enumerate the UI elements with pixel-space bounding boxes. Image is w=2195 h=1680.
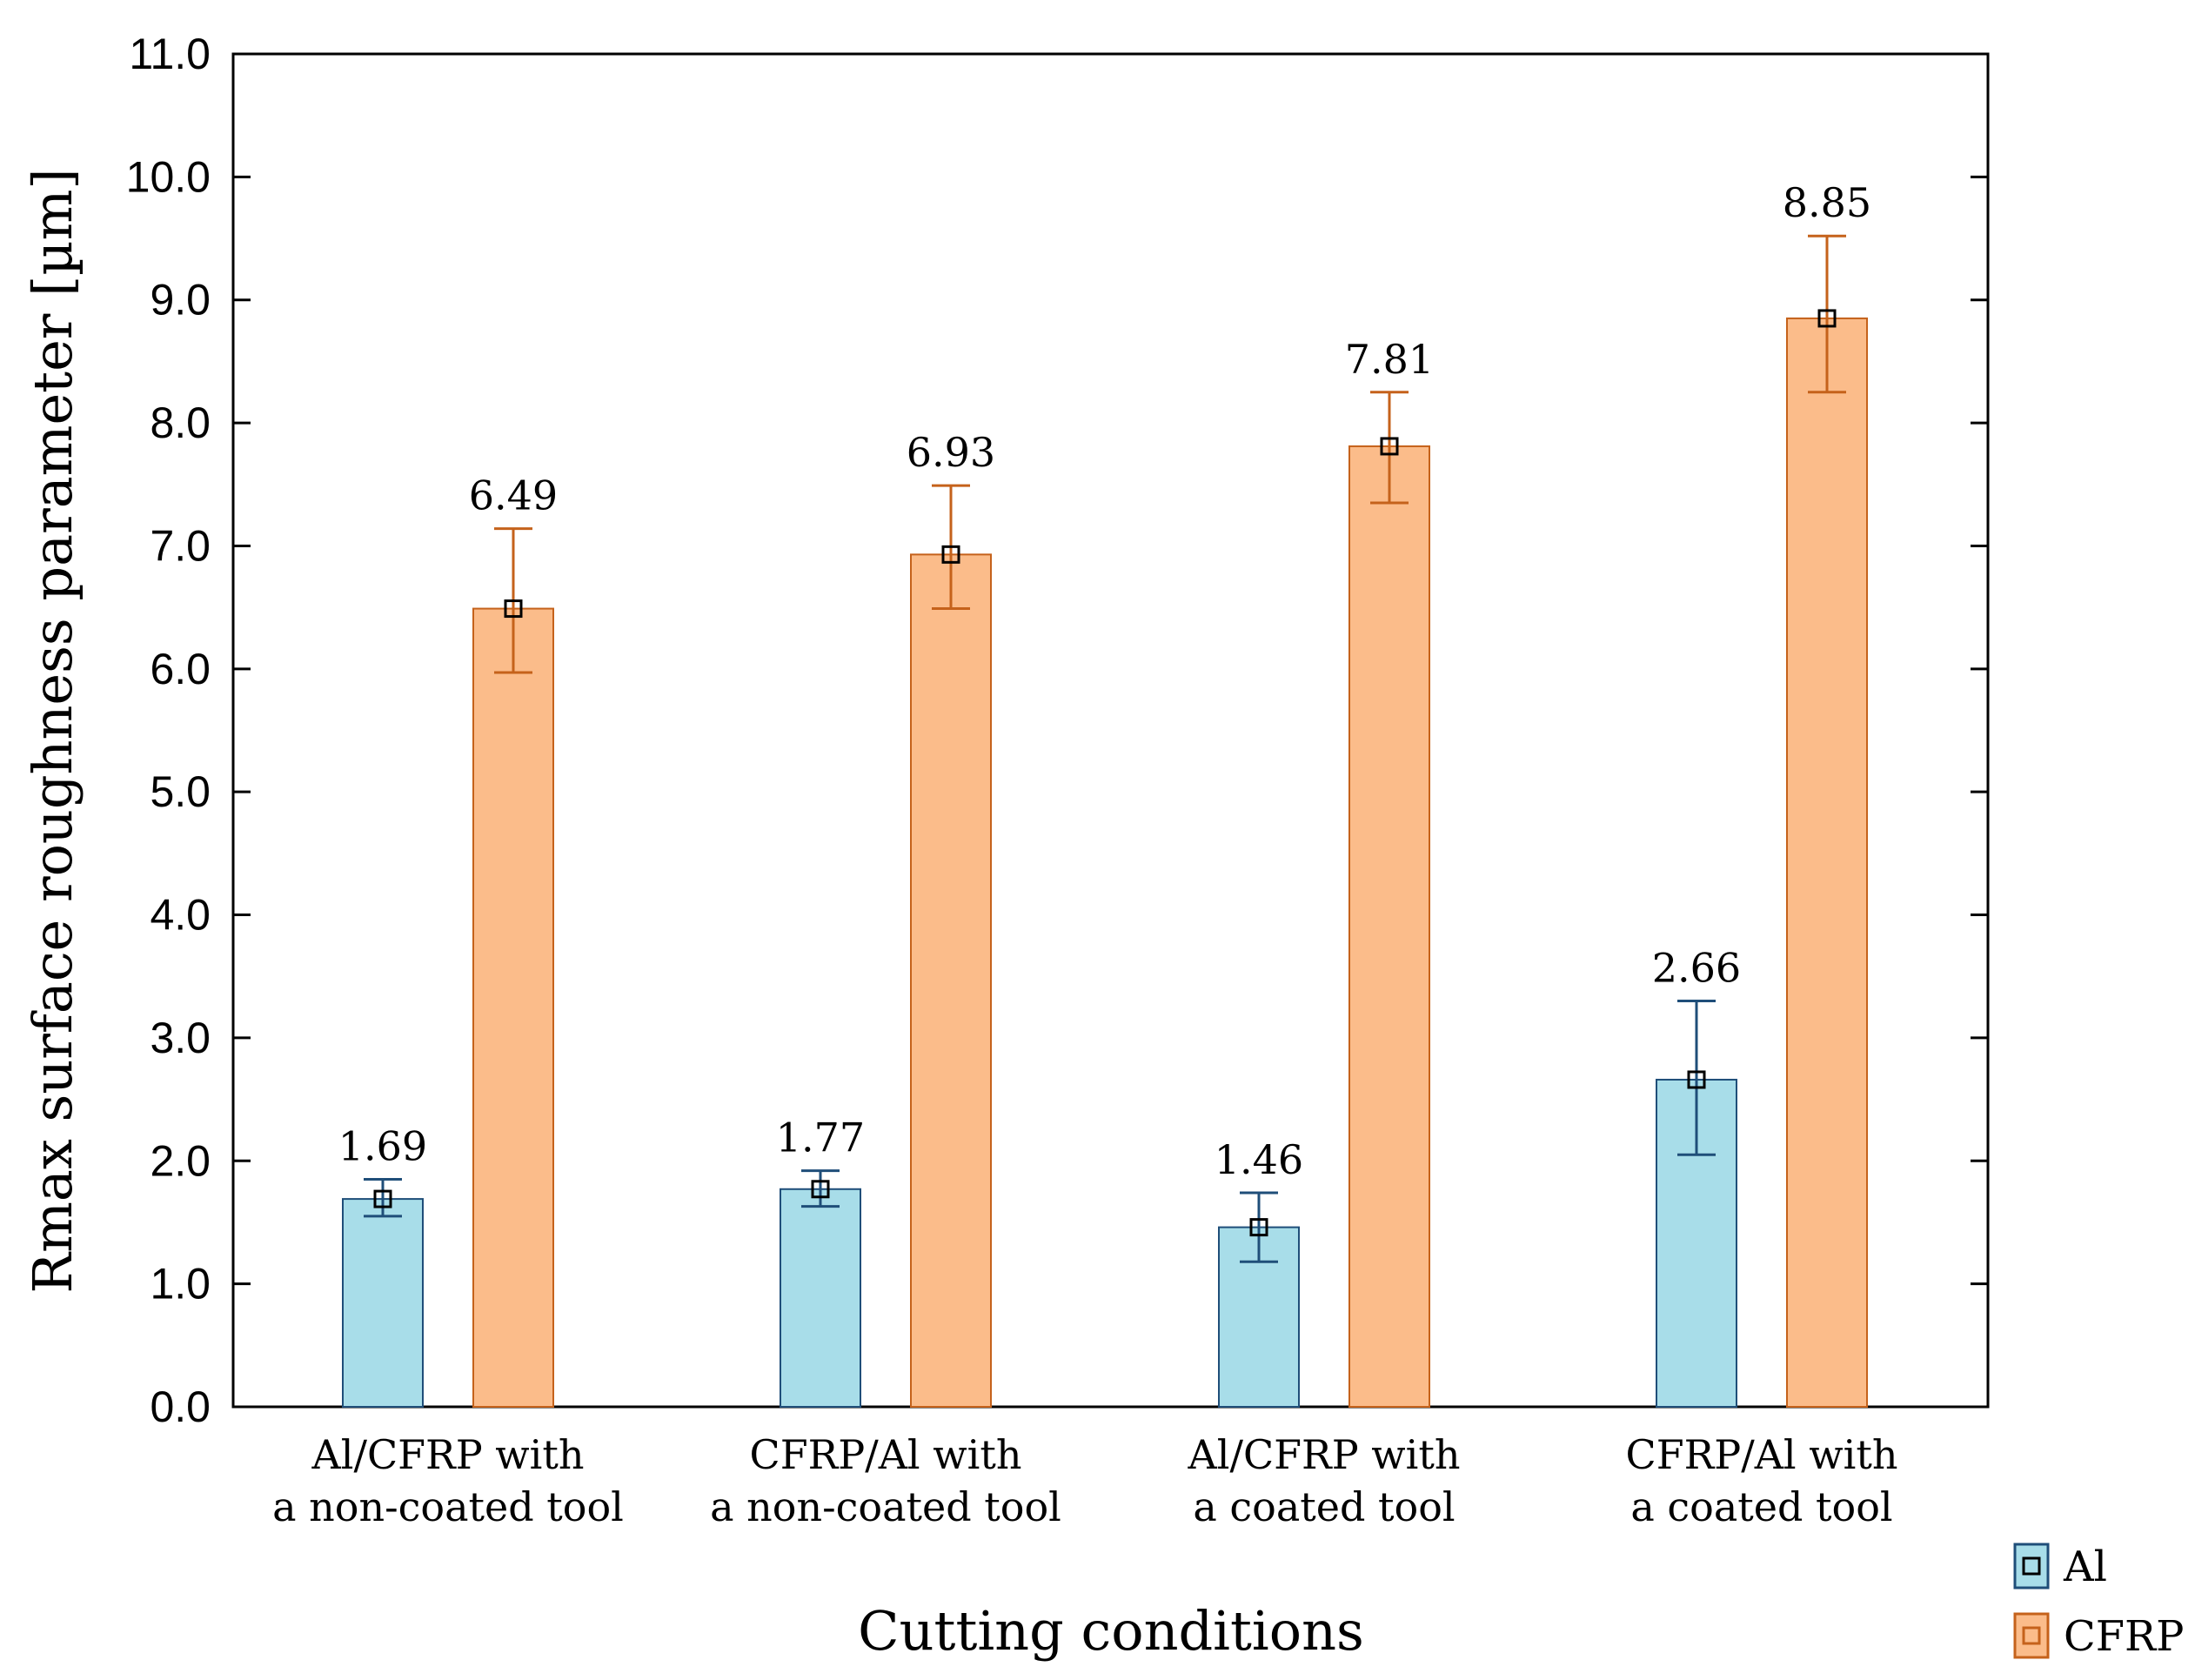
mean-marker (1249, 1218, 1268, 1237)
bar-al (780, 1188, 861, 1409)
mean-marker (811, 1180, 830, 1199)
y-tick-label: 11.0 (129, 30, 211, 78)
bar-cfrp (1348, 445, 1430, 1409)
bar-cfrp (1786, 317, 1868, 1409)
y-tick-label: 7.0 (150, 521, 211, 570)
x-category-label: CFRP/Al with (750, 1431, 1022, 1478)
bar-cfrp (910, 553, 992, 1408)
x-category-label: Al/CFRP with (311, 1431, 585, 1478)
y-tick-label: 10.0 (126, 152, 211, 201)
data-label: 2.66 (1652, 945, 1741, 992)
y-tick-label: 0.0 (150, 1382, 211, 1431)
y-tick-label: 3.0 (150, 1014, 211, 1062)
y-tick-label: 4.0 (150, 891, 211, 940)
x-category-label: a coated tool (1630, 1483, 1892, 1530)
legend-marker-icon (2022, 1626, 2041, 1645)
y-axis-title: Rmax surface roughness parameter [µm] (21, 168, 84, 1293)
x-category-label: CFRP/Al with (1626, 1431, 1898, 1478)
legend-swatch-al (2013, 1543, 2050, 1590)
x-category-label: Al/CFRP with (1188, 1431, 1461, 1478)
y-tick-label: 8.0 (150, 398, 211, 447)
bar-al (342, 1198, 424, 1408)
bars (342, 317, 1868, 1409)
y-tick-label: 6.0 (150, 645, 211, 693)
x-category-label: a non-coated tool (710, 1483, 1061, 1530)
mean-marker (941, 545, 960, 564)
data-label: 6.93 (907, 429, 995, 476)
data-label: 8.85 (1783, 179, 1871, 226)
data-label: 6.49 (469, 472, 558, 519)
error-bars (364, 234, 1846, 1263)
legend-marker-icon (2022, 1556, 2041, 1576)
y-tick-label: 5.0 (150, 767, 211, 816)
bar-cfrp (472, 607, 554, 1408)
data-labels: 1.69 1.77 1.46 2.66 6.49 6.93 7.81 8.85 (338, 179, 1871, 1183)
data-label: 1.77 (776, 1114, 865, 1161)
data-label: 1.69 (338, 1122, 427, 1169)
legend: Al CFRP (2013, 1543, 2184, 1661)
x-axis-title: Cutting conditions (858, 1599, 1364, 1663)
mean-marker (373, 1189, 392, 1208)
y-tick-label: 1.0 (150, 1260, 211, 1309)
mean-marker (1817, 309, 1837, 328)
legend-label: CFRP (2064, 1612, 2184, 1661)
x-category-label: a non-coated tool (272, 1483, 624, 1530)
legend-label: Al (2063, 1543, 2107, 1591)
mean-marker (504, 599, 523, 619)
y-axis-ticks: 0.0 1.0 2.0 3.0 4.0 5.0 6.0 7.0 8.0 9.0 10.0 11.0 (126, 30, 1988, 1431)
data-label: 7.81 (1345, 336, 1434, 383)
x-axis-category-labels: Al/CFRP with a non-coated tool CFRP/Al wit… (272, 1431, 1897, 1530)
x-category-label: a coated tool (1193, 1483, 1455, 1530)
y-tick-label: 9.0 (150, 276, 211, 325)
mean-marker (1380, 437, 1399, 456)
legend-swatch-cfrp (2013, 1612, 2050, 1659)
y-tick-label: 2.0 (150, 1136, 211, 1185)
mean-marker (1687, 1070, 1706, 1089)
data-label: 1.46 (1215, 1136, 1303, 1183)
